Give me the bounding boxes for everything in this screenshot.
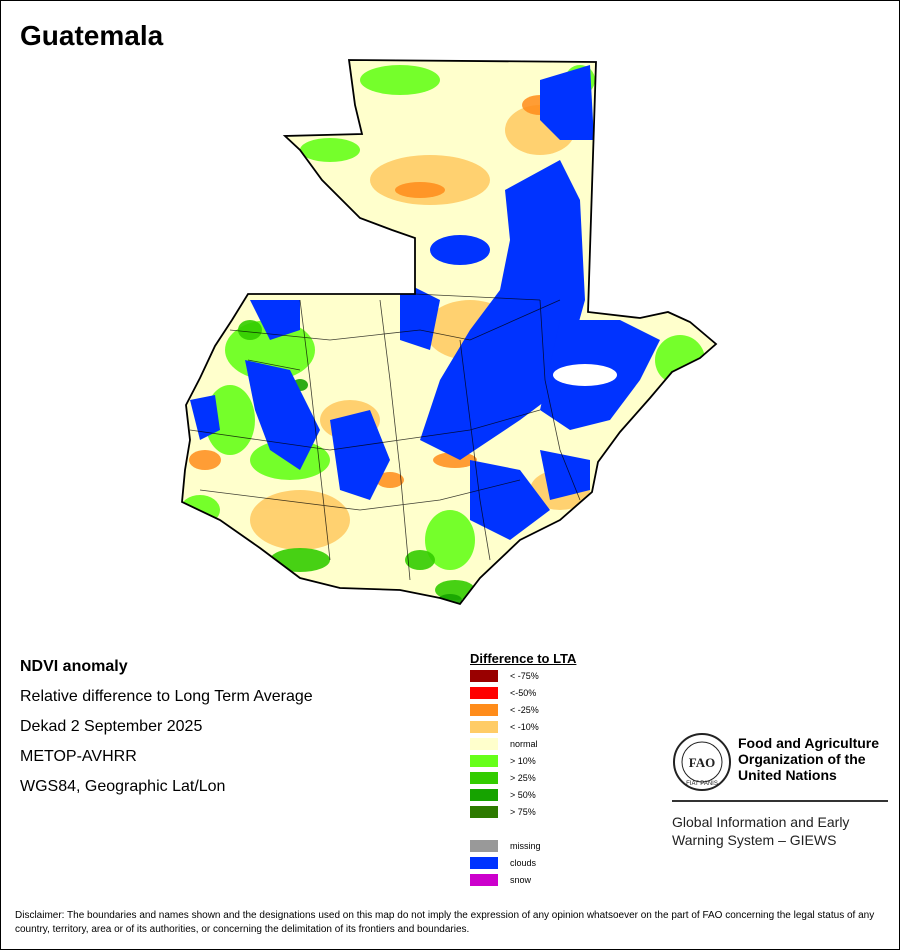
legend-swatch	[470, 704, 498, 716]
legend-swatch	[470, 857, 498, 869]
legend-label: normal	[510, 739, 538, 749]
legend-item: > 75%	[470, 806, 670, 818]
legend-label: < -10%	[510, 722, 539, 732]
legend-swatch	[470, 772, 498, 784]
legend-swatch	[470, 789, 498, 801]
legend-item: clouds	[470, 857, 670, 869]
legend-label: clouds	[510, 858, 537, 868]
legend-label: > 75%	[510, 807, 536, 817]
legend-item: snow	[470, 874, 670, 886]
legend-label: < -75%	[510, 671, 539, 681]
giews-name: Global Information and Early Warning Sys…	[672, 814, 850, 848]
legend-item: > 10%	[470, 755, 670, 767]
svg-text:FAO: FAO	[689, 755, 715, 770]
legend-item: > 50%	[470, 789, 670, 801]
map-info: NDVI anomaly Relative difference to Long…	[20, 656, 313, 806]
legend-item: < -10%	[470, 721, 670, 733]
ndvi-surface	[182, 60, 716, 604]
legend-label: < -25%	[510, 705, 539, 715]
legend-label: > 25%	[510, 773, 536, 783]
fao-logo-icon: FAO FIAT PANIS	[673, 733, 731, 791]
legend-title: Difference to LTA	[470, 651, 577, 666]
disclaimer: Disclaimer: The boundaries and names sho…	[15, 910, 875, 935]
legend-item: <-50%	[470, 687, 670, 699]
legend-swatch	[470, 755, 498, 767]
legend-item: missing	[470, 840, 670, 852]
legend-swatch	[470, 721, 498, 733]
legend-label: missing	[510, 841, 541, 851]
legend-label: > 50%	[510, 790, 536, 800]
legend-swatch	[470, 687, 498, 699]
legend-label: <-50%	[510, 688, 537, 698]
info-heading: NDVI anomaly	[20, 658, 128, 675]
info-line-2: Dekad 2 September 2025	[20, 718, 203, 735]
info-line-3: METOP-AVHRR	[20, 748, 137, 765]
legend-swatch	[470, 738, 498, 750]
legend-item: > 25%	[470, 772, 670, 784]
legend: Difference to LTA < -75% <-50% < -25% < -10…	[470, 651, 577, 886]
legend-swatch	[470, 806, 498, 818]
ndvi-map	[181, 59, 717, 605]
map-title: Guatemala	[20, 20, 164, 51]
svg-text:FIAT PANIS: FIAT PANIS	[686, 781, 718, 787]
legend-swatch	[470, 874, 498, 886]
legend-item: < -25%	[470, 704, 670, 716]
org-name: Food and Agriculture Organization of the…	[738, 735, 880, 783]
info-line-4: WGS84, Geographic Lat/Lon	[20, 778, 226, 795]
legend-label: snow	[510, 875, 532, 885]
legend-item: < -75%	[470, 670, 670, 682]
legend-item: normal	[470, 738, 670, 750]
legend-label: > 10%	[510, 756, 536, 766]
info-line-1: Relative difference to Long Term Average	[20, 688, 313, 705]
legend-swatch	[470, 840, 498, 852]
org-divider	[672, 800, 888, 802]
legend-swatch	[470, 670, 498, 682]
